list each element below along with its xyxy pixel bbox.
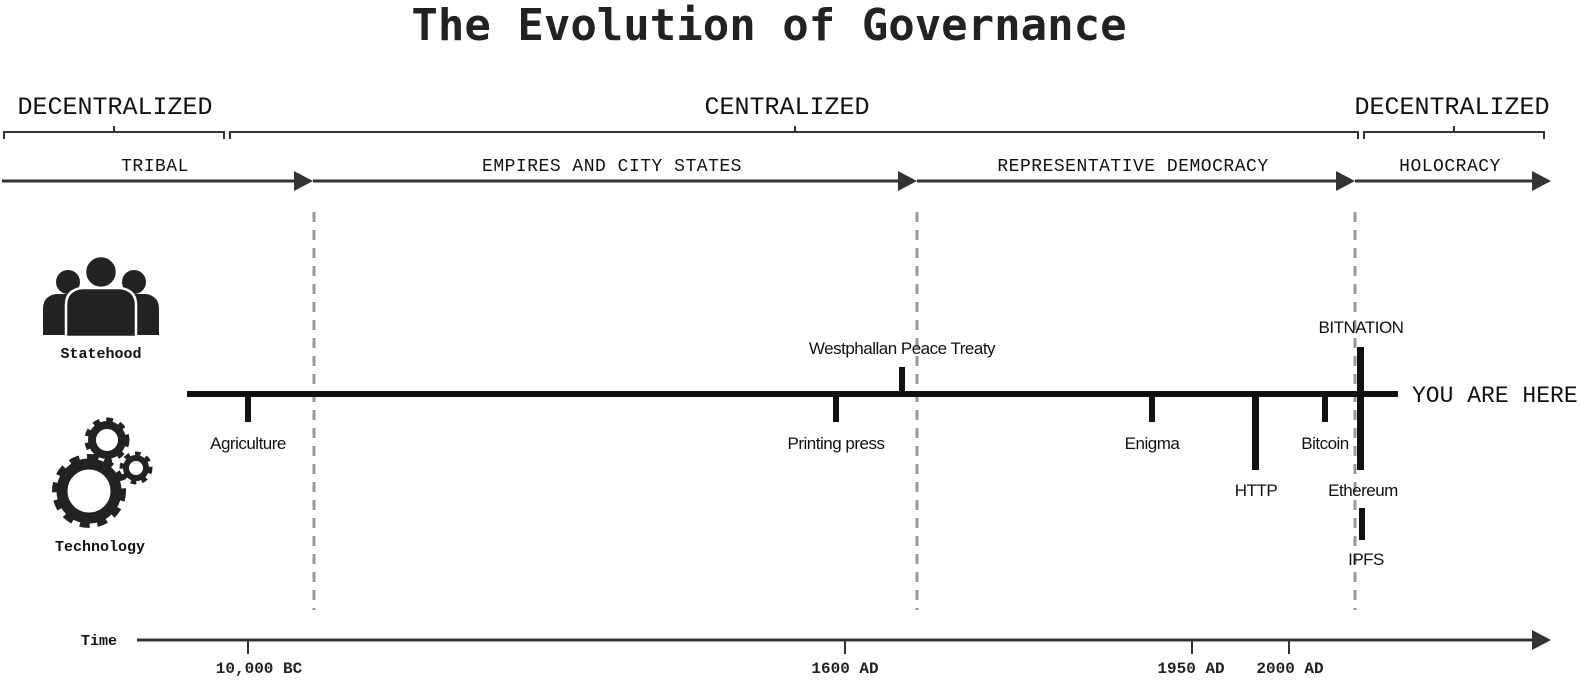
time-axis-ticks	[247, 641, 1290, 654]
tech-marker-printing-press	[833, 394, 839, 422]
statehood-event-bitnation: BITNATION	[1319, 318, 1404, 337]
tech-event-printing-press: Printing press	[788, 434, 885, 453]
period-arrows	[2, 171, 1551, 191]
tech-event-agriculture: Agriculture	[210, 434, 286, 453]
statehood-marker-westphalian-treaty	[899, 367, 905, 394]
tech-marker-http	[1252, 394, 1259, 470]
period-arrow-holocracy	[1355, 171, 1551, 191]
tech-marker-bitcoin	[1322, 394, 1328, 422]
period-label-representative-democracy: REPRESENTATIVE DEMOCRACY	[997, 157, 1268, 177]
era-bracket-decentralized-future	[1363, 126, 1545, 139]
period-arrow-tribal	[2, 171, 313, 191]
gears-icon	[52, 417, 153, 528]
period-dividers	[312, 212, 1357, 610]
tech-marker-agriculture	[245, 394, 251, 422]
era-label-decentralized-future: DECENTRALIZED	[1354, 93, 1549, 122]
era-bracket-centralized	[229, 126, 1359, 139]
time-tick-label-1950ad: 1950 AD	[1157, 660, 1224, 678]
time-tick-label-1600ad: 1600 AD	[811, 660, 878, 678]
period-arrow-representative-democracy	[917, 171, 1355, 191]
period-label-holocracy: HOLOCRACY	[1399, 157, 1501, 177]
tech-event-bitcoin: Bitcoin	[1301, 434, 1349, 453]
period-label-tribal: TRIBAL	[121, 157, 189, 177]
era-label-centralized: CENTRALIZED	[704, 93, 869, 122]
tech-event-enigma: Enigma	[1125, 434, 1181, 453]
period-label-empires: EMPIRES AND CITY STATES	[482, 157, 742, 177]
time-tick-label-2000ad: 2000 AD	[1256, 660, 1323, 678]
time-axis-arrow	[137, 630, 1551, 650]
tech-event-ipfs: IPFS	[1348, 550, 1384, 569]
time-axis-label: Time	[81, 633, 117, 650]
people-icon	[43, 254, 159, 339]
era-bracket-decentralized-past	[3, 126, 225, 139]
era-label-decentralized-past: DECENTRALIZED	[17, 93, 212, 122]
statehood-marker-bitnation	[1357, 347, 1364, 470]
tech-marker-enigma	[1149, 394, 1155, 422]
tech-marker-ipfs	[1359, 508, 1365, 540]
you-are-here-label: YOU ARE HERE	[1412, 383, 1578, 409]
diagram-title: The Evolution of Governance	[411, 0, 1126, 51]
tech-event-http: HTTP	[1235, 481, 1278, 500]
time-tick-label-10000bc: 10,000 BC	[216, 660, 303, 678]
tech-event-ethereum: Ethereum	[1328, 481, 1398, 500]
statehood-event-westphalian-treaty: Westphallan Peace Treaty	[809, 339, 996, 358]
row-label-technology: Technology	[55, 539, 145, 556]
row-label-statehood: Statehood	[60, 346, 141, 363]
period-arrow-empires	[313, 171, 917, 191]
